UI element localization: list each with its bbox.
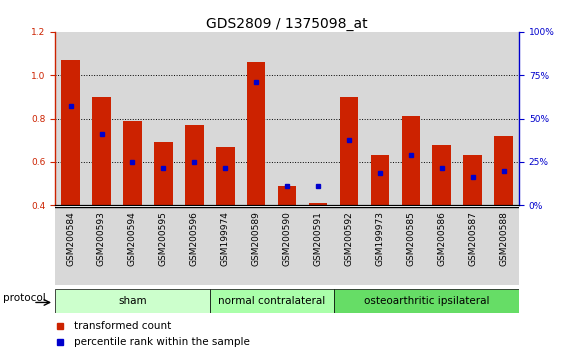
Bar — [210, 207, 241, 285]
Bar — [92, 97, 111, 205]
Bar — [334, 32, 364, 205]
Text: GSM199974: GSM199974 — [221, 211, 230, 266]
Bar — [334, 289, 519, 313]
Bar — [216, 147, 234, 205]
Bar — [117, 207, 148, 285]
Bar — [303, 32, 333, 205]
Bar — [123, 121, 142, 205]
Bar — [86, 32, 117, 205]
Text: GSM200587: GSM200587 — [468, 211, 477, 266]
Bar — [241, 207, 271, 285]
Bar — [309, 203, 327, 205]
Bar — [61, 60, 80, 205]
Text: GSM200594: GSM200594 — [128, 211, 137, 266]
Text: GSM200593: GSM200593 — [97, 211, 106, 266]
Bar — [303, 207, 333, 285]
Text: GSM200591: GSM200591 — [314, 211, 322, 266]
Bar — [86, 207, 117, 285]
Text: GSM200585: GSM200585 — [407, 211, 415, 266]
Bar — [55, 207, 86, 285]
Bar — [55, 32, 86, 205]
Bar — [148, 32, 179, 205]
Title: GDS2809 / 1375098_at: GDS2809 / 1375098_at — [206, 17, 368, 31]
Bar — [278, 186, 296, 205]
Text: percentile rank within the sample: percentile rank within the sample — [74, 337, 249, 347]
Text: GSM200590: GSM200590 — [282, 211, 292, 266]
Bar — [154, 142, 173, 205]
Text: sham: sham — [118, 296, 147, 306]
Bar — [210, 289, 333, 313]
Text: transformed count: transformed count — [74, 321, 171, 331]
Text: GSM200589: GSM200589 — [252, 211, 260, 266]
Bar — [271, 207, 303, 285]
Bar — [117, 32, 148, 205]
Bar — [494, 136, 513, 205]
Bar — [55, 289, 210, 313]
Bar — [148, 207, 179, 285]
Bar — [396, 207, 426, 285]
Bar — [340, 97, 358, 205]
Bar — [247, 62, 266, 205]
Bar — [457, 32, 488, 205]
Text: GSM199973: GSM199973 — [375, 211, 385, 266]
Text: protocol: protocol — [3, 293, 45, 303]
Bar — [364, 207, 396, 285]
Bar — [433, 144, 451, 205]
Bar — [179, 207, 210, 285]
Bar — [364, 32, 396, 205]
Bar — [185, 125, 204, 205]
Bar — [401, 116, 420, 205]
Text: osteoarthritic ipsilateral: osteoarthritic ipsilateral — [364, 296, 489, 306]
Bar — [396, 32, 426, 205]
Text: GSM200584: GSM200584 — [66, 211, 75, 266]
Bar — [463, 155, 482, 205]
Text: GSM200595: GSM200595 — [159, 211, 168, 266]
Text: GSM200588: GSM200588 — [499, 211, 508, 266]
Bar — [371, 155, 389, 205]
Bar — [488, 207, 519, 285]
Bar — [210, 32, 241, 205]
Text: GSM200586: GSM200586 — [437, 211, 446, 266]
Bar — [241, 32, 271, 205]
Bar — [426, 207, 457, 285]
Text: GSM200596: GSM200596 — [190, 211, 199, 266]
Text: normal contralateral: normal contralateral — [218, 296, 325, 306]
Bar — [457, 207, 488, 285]
Bar — [271, 32, 303, 205]
Bar — [179, 32, 210, 205]
Bar — [426, 32, 457, 205]
Bar — [488, 32, 519, 205]
Text: GSM200592: GSM200592 — [345, 211, 353, 266]
Bar — [334, 207, 364, 285]
